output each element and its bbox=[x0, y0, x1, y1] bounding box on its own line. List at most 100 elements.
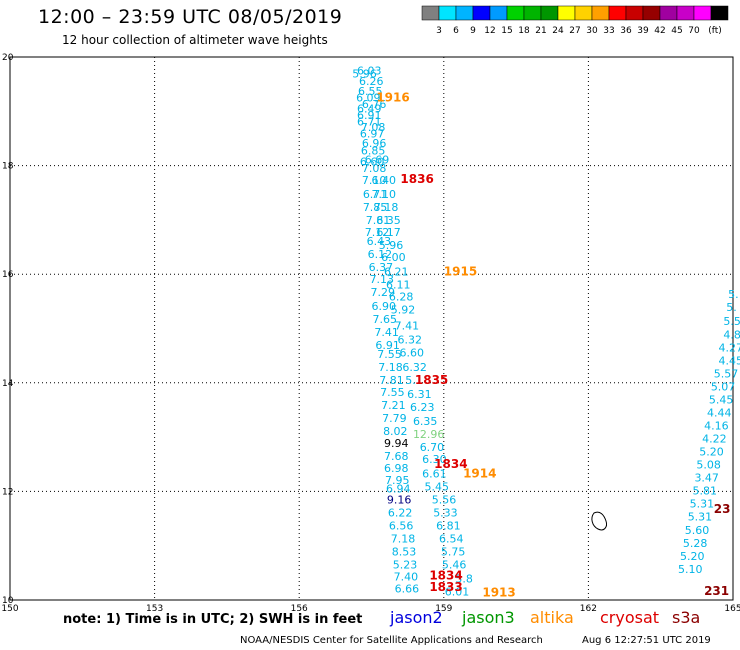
wave-height-label: 9.16 bbox=[387, 493, 412, 506]
x-tick-label: 156 bbox=[291, 604, 308, 614]
page-subtitle: 12 hour collection of altimeter wave hei… bbox=[62, 33, 328, 47]
wave-height-label: 6.60 bbox=[399, 347, 424, 360]
wave-height-label: 6.85 bbox=[361, 145, 386, 158]
wave-height-label: 5.8 bbox=[455, 573, 473, 586]
color-scale-label: 15 bbox=[501, 26, 512, 36]
wave-height-label: 6.90 bbox=[372, 300, 397, 313]
page-title: 12:00 – 23:59 UTC 08/05/2019 bbox=[38, 6, 343, 28]
wave-height-label: 6.23 bbox=[410, 401, 435, 414]
color-scale-label: 6 bbox=[453, 26, 459, 36]
wave-height-label: 7.55 bbox=[377, 348, 402, 361]
wave-height-label: 3.47 bbox=[694, 472, 719, 485]
pass-time-label: 231 bbox=[704, 584, 729, 598]
wave-height-label: 7.29 bbox=[371, 286, 396, 299]
wave-height-label: 6.60 bbox=[360, 156, 385, 169]
pass-time-label: 1835 bbox=[415, 373, 448, 387]
wave-height-label: 5.92 bbox=[391, 303, 416, 316]
wave-height-label: 6.01 bbox=[445, 586, 470, 599]
y-tick-label: 20 bbox=[2, 53, 14, 63]
wave-height-label: 4.22 bbox=[702, 433, 727, 446]
wave-height-label: 5.33 bbox=[433, 506, 458, 519]
color-scale-label: (ft) bbox=[708, 26, 722, 36]
color-scale-label: 3 bbox=[436, 26, 442, 36]
y-tick-label: 10 bbox=[2, 596, 14, 606]
mission-cryosat: cryosat bbox=[600, 608, 660, 627]
wave-height-label: 6.66 bbox=[395, 582, 420, 595]
color-scale-label: 24 bbox=[552, 26, 564, 36]
wave-height-label: 5.81 bbox=[693, 485, 718, 498]
wave-height-label: 6.32 bbox=[398, 334, 423, 347]
wave-height-label: 5. bbox=[728, 288, 739, 301]
wave-height-label: 5.20 bbox=[699, 446, 724, 459]
color-scale-label: 39 bbox=[637, 26, 649, 36]
wave-height-label: 4.8 bbox=[723, 328, 740, 341]
wave-height-label: 6.91 bbox=[375, 339, 400, 352]
pass-time-label: 1833 bbox=[429, 580, 462, 594]
x-tick-label: 165 bbox=[724, 604, 740, 614]
y-tick-label: 16 bbox=[2, 270, 14, 280]
wave-height-label: 6.00 bbox=[381, 251, 406, 264]
wave-height-label: 4.45 bbox=[719, 354, 740, 367]
wave-height-label: 5.07 bbox=[711, 380, 736, 393]
x-tick-label: 150 bbox=[1, 604, 18, 614]
wave-height-label: 7.18 bbox=[378, 361, 403, 374]
wave-height-label: 7.79 bbox=[382, 412, 407, 425]
wave-height-label: 5. bbox=[405, 374, 416, 387]
color-scale-label: 36 bbox=[620, 26, 632, 36]
wave-height-label: 7.13 bbox=[370, 273, 395, 286]
wave-height-label: 6.56 bbox=[389, 519, 414, 532]
wave-height-label: 7.68 bbox=[384, 450, 409, 463]
pass-time-label: 1913 bbox=[482, 586, 515, 600]
wave-height-label: 7.85 bbox=[363, 201, 388, 214]
wave-height-label: 7.81 bbox=[379, 374, 404, 387]
wave-height-label: 5.23 bbox=[393, 559, 418, 572]
wave-height-label: 7.18 bbox=[391, 532, 416, 545]
wave-height-label: 7.21 bbox=[381, 399, 406, 412]
wave-height-label: 7.08 bbox=[362, 162, 387, 175]
wave-height-label: 6.49 bbox=[357, 102, 382, 115]
wave-height-label: 7.10 bbox=[372, 188, 397, 201]
wave-height-label: 6.91 bbox=[357, 109, 382, 122]
wave-height-label: 5.28 bbox=[683, 537, 708, 550]
wave-height-label: 5. bbox=[726, 301, 737, 314]
wave-height-label: 5.46 bbox=[442, 559, 467, 572]
wave-height-label: 6.30 bbox=[422, 453, 447, 466]
wave-height-label: 5.5 bbox=[723, 315, 740, 328]
color-scale-legend: 3 6 9 12 15 18 21 24 27 30 33 36 39 42 45 70 (ft) bbox=[421, 5, 729, 36]
color-scale-label: 27 bbox=[569, 26, 580, 36]
wave-height-label: 7.08 bbox=[361, 121, 386, 134]
y-tick-label: 18 bbox=[2, 162, 14, 172]
wave-height-label: 6.81 bbox=[436, 519, 461, 532]
y-tick-label: 12 bbox=[2, 487, 13, 497]
wave-height-label: 7.81 bbox=[366, 214, 391, 227]
color-scale-label: 45 bbox=[671, 26, 682, 36]
mission-jason3: jason3 bbox=[462, 608, 515, 627]
wave-height-label: 5.96 bbox=[379, 239, 404, 252]
map-frame bbox=[9, 56, 734, 601]
x-tick-label: 159 bbox=[435, 604, 452, 614]
wave-height-label: 6.35 bbox=[376, 214, 401, 227]
wave-height-label: 6.71 bbox=[363, 188, 388, 201]
color-scale-label: 12 bbox=[484, 26, 495, 36]
wave-height-label: 6.26 bbox=[359, 75, 384, 88]
pass-time-label: 1916 bbox=[376, 91, 409, 105]
mission-altika: altika bbox=[530, 608, 574, 627]
x-tick-label: 153 bbox=[146, 604, 163, 614]
wave-height-label: 6.40 bbox=[372, 174, 397, 187]
wave-height-label: 5.45 bbox=[709, 393, 734, 406]
color-scale-label: 18 bbox=[518, 26, 530, 36]
wave-height-label: 7.12 bbox=[365, 226, 390, 239]
wave-height-label: 5.56 bbox=[432, 493, 457, 506]
wave-height-label: 9.94 bbox=[384, 437, 409, 450]
wave-height-label: 6.76 bbox=[362, 98, 387, 111]
wave-height-label: 12.96 bbox=[413, 428, 445, 441]
wave-height-label: 6.21 bbox=[384, 265, 409, 278]
mission-s3a: s3a bbox=[672, 608, 701, 627]
color-scale-label: 9 bbox=[470, 26, 476, 36]
wave-height-label: 5.60 bbox=[685, 524, 710, 537]
wave-height-label: 6.11 bbox=[386, 278, 411, 291]
pass-time-label: 1914 bbox=[463, 466, 496, 480]
pass-time-label: 1915 bbox=[444, 264, 477, 278]
wave-height-label: 6.54 bbox=[439, 532, 464, 545]
